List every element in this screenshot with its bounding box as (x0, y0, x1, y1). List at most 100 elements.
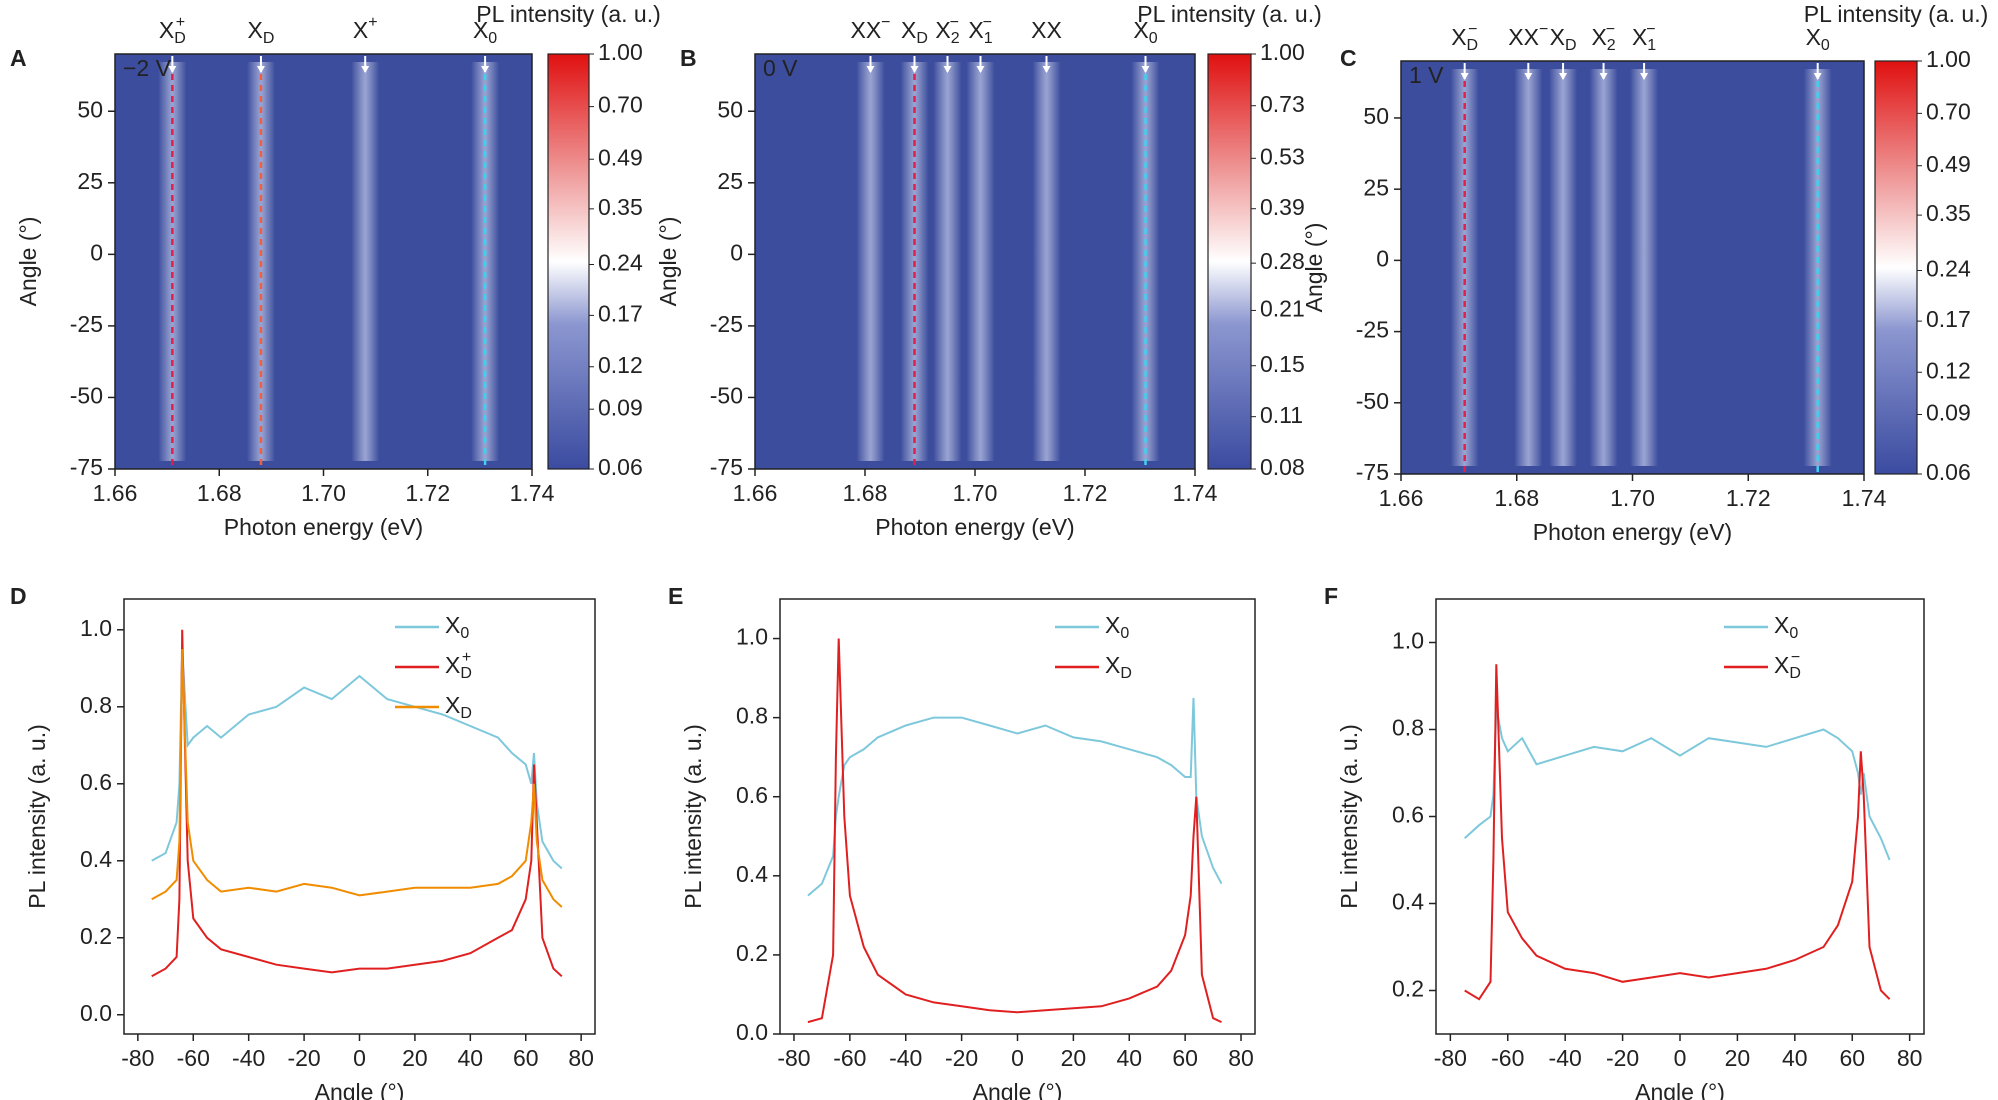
peak-arrowhead (256, 66, 265, 73)
peak-label: XD (247, 17, 274, 47)
y-tick-label: 0.0 (736, 1019, 768, 1045)
peak-label: X2− (935, 14, 959, 47)
y-axis-title: Angle (°) (655, 217, 681, 307)
legend-label: X0 (445, 612, 469, 642)
x-tick-label: 0 (1674, 1045, 1687, 1071)
peak-label-main: X (247, 17, 262, 43)
legend-label-main: X (445, 692, 460, 718)
legend-label: XD+ (445, 649, 472, 682)
x-tick-label: -40 (1549, 1045, 1582, 1071)
legend-label-main: X (445, 652, 460, 678)
peak-arrowhead (361, 66, 370, 73)
legend-label: X0 (1105, 612, 1129, 642)
colorbar-tick-label: 0.24 (1926, 256, 1971, 282)
peak-arrowhead (1042, 66, 1051, 73)
x-axis-title: Photon energy (eV) (1533, 519, 1732, 545)
peak-label: XX− (850, 14, 890, 43)
peak-arrowhead (1524, 73, 1533, 80)
peak-label-main: X (1806, 24, 1821, 50)
x-tick-label: -80 (1434, 1045, 1467, 1071)
y-tick-label: 0.2 (80, 923, 112, 949)
y-tick-label: 0.4 (80, 846, 112, 872)
x-tick-label: -20 (945, 1045, 978, 1071)
colorbar-tick-label: 1.00 (598, 39, 643, 65)
x-tick-label: 0 (1011, 1045, 1024, 1071)
emission-stripe (1549, 69, 1578, 466)
x-tick-label: -40 (232, 1045, 265, 1071)
peak-arrowhead (1599, 73, 1608, 80)
peak-arrowhead (943, 66, 952, 73)
legend-label-sup: + (462, 649, 471, 666)
peak-label: X0 (473, 17, 497, 47)
y-tick-label: 50 (1363, 103, 1389, 129)
peak-arrowhead (1640, 73, 1649, 80)
x-tick-label: 60 (1172, 1045, 1198, 1071)
colorbar (1874, 60, 1918, 475)
peak-label-sub: 2 (1607, 37, 1616, 54)
emission-stripe (966, 62, 995, 461)
y-tick-label: 0.4 (1392, 889, 1424, 915)
peak-label-sub: 0 (1821, 37, 1830, 54)
legend-label: XD (445, 692, 472, 722)
emission-stripe (1032, 62, 1061, 461)
y-tick-label: 0.2 (736, 940, 768, 966)
peak-label-sub: 0 (488, 30, 497, 47)
peak-arrowhead (1813, 73, 1822, 80)
emission-stripe (856, 62, 885, 461)
y-tick-label: 0.6 (736, 782, 768, 808)
peak-label-sup: − (1539, 21, 1548, 38)
x-axis-title: Angle (°) (973, 1079, 1063, 1100)
x-tick-label: 80 (568, 1045, 594, 1071)
x-tick-label: 1.70 (1610, 485, 1655, 511)
x-tick-label: 20 (1725, 1045, 1751, 1071)
peak-label-sub: 1 (984, 30, 993, 47)
bias-label: −2 V (123, 55, 172, 81)
peak-arrowhead (481, 66, 490, 73)
y-tick-label: -75 (710, 454, 743, 480)
peak-label: X0 (1806, 24, 1830, 54)
legend-label-main: X (1105, 652, 1120, 678)
colorbar-tick-label: 0.35 (598, 194, 643, 220)
x-tick-label: -60 (177, 1045, 210, 1071)
y-tick-label: -25 (710, 311, 743, 337)
emission-stripe (1803, 69, 1832, 466)
series-line (1464, 707, 1891, 861)
colorbar-tick-label: 0.49 (598, 144, 643, 170)
series-line (151, 629, 563, 978)
x-tick-label: 20 (402, 1045, 428, 1071)
x-tick-label: 1.66 (1379, 485, 1424, 511)
peak-arrowhead (1141, 66, 1150, 73)
legend-label-main: X (1774, 652, 1789, 678)
y-axis-title: Angle (°) (15, 217, 41, 307)
peak-label: X2− (1591, 21, 1615, 54)
x-tick-label: -20 (287, 1045, 320, 1071)
x-tick-label: 1.74 (1842, 485, 1887, 511)
peak-label: X0 (1133, 17, 1157, 47)
emission-stripe (933, 62, 962, 461)
peak-label: XD− (1451, 21, 1478, 54)
emission-stripe (351, 62, 380, 461)
bias-label: 1 V (1409, 62, 1444, 88)
colorbar-tick-label: 0.12 (598, 352, 643, 378)
x-tick-label: 1.72 (405, 480, 450, 506)
panel-letter: C (1340, 45, 1357, 71)
y-tick-label: -50 (70, 383, 103, 409)
x-tick-label: -80 (777, 1045, 810, 1071)
series-line (807, 697, 1223, 897)
panel-letter: B (680, 45, 697, 71)
peak-label: X1− (968, 14, 992, 47)
y-tick-label: 0.8 (80, 692, 112, 718)
peak-label: XD (1550, 24, 1577, 54)
colorbar-tick-label: 0.08 (1260, 454, 1305, 480)
panel-letter: F (1324, 583, 1338, 609)
colorbar-tick-label: 0.39 (1260, 194, 1305, 220)
peak-label-main: X (1451, 24, 1466, 50)
y-axis-title: Angle (°) (1301, 223, 1327, 313)
peak-label-sup: − (950, 14, 959, 31)
y-axis-title: PL intensity (a. u.) (24, 724, 50, 909)
colorbar-title: PL intensity (a. u.) (1137, 1, 1322, 27)
emission-stripe (1450, 69, 1479, 466)
x-tick-label: -60 (833, 1045, 866, 1071)
